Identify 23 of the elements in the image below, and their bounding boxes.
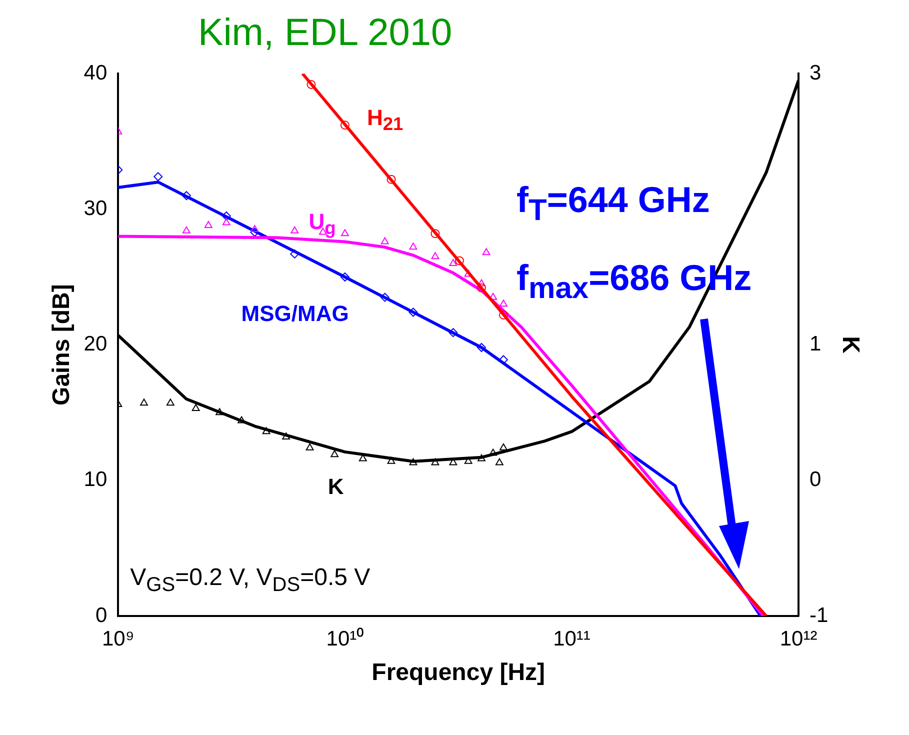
y2-tick-label: 0 bbox=[810, 468, 822, 492]
y-tick-label: 20 bbox=[84, 332, 108, 356]
annotation: f$_{T}$=644 GHz bbox=[516, 178, 710, 228]
series-label: K bbox=[328, 474, 344, 500]
y-axis-title: Gains [dB] bbox=[48, 284, 76, 406]
y-tick-label: 10 bbox=[84, 468, 108, 492]
x-tick-label: 10¹² bbox=[780, 627, 818, 650]
x-axis-title: Frequency [Hz] bbox=[372, 659, 546, 686]
x-tick-label: 10¹⁰ bbox=[326, 627, 364, 650]
x-tick-label: 10¹¹ bbox=[553, 627, 590, 650]
series-label: H$_{21}$ bbox=[366, 105, 404, 136]
series-label: MSG/MAG bbox=[241, 300, 349, 327]
y-tick-label: 0 bbox=[95, 604, 108, 627]
y2-tick-label: 1 bbox=[810, 332, 822, 356]
y-tick-label: 40 bbox=[84, 61, 108, 84]
series-label: U$_{g}$ bbox=[308, 209, 336, 240]
y-tick-label: 30 bbox=[84, 196, 108, 220]
x-tick-label: 10⁹ bbox=[102, 627, 134, 650]
annotation: V$_{GS}$=0.2 V, V$_{DS}$=0.5 V bbox=[130, 564, 370, 597]
chart-title: Kim, EDL 2010 bbox=[197, 11, 454, 56]
y2-tick-label: -1 bbox=[810, 604, 828, 627]
y2-tick-label: 3 bbox=[810, 61, 822, 84]
y2-axis-title: K bbox=[836, 336, 864, 354]
